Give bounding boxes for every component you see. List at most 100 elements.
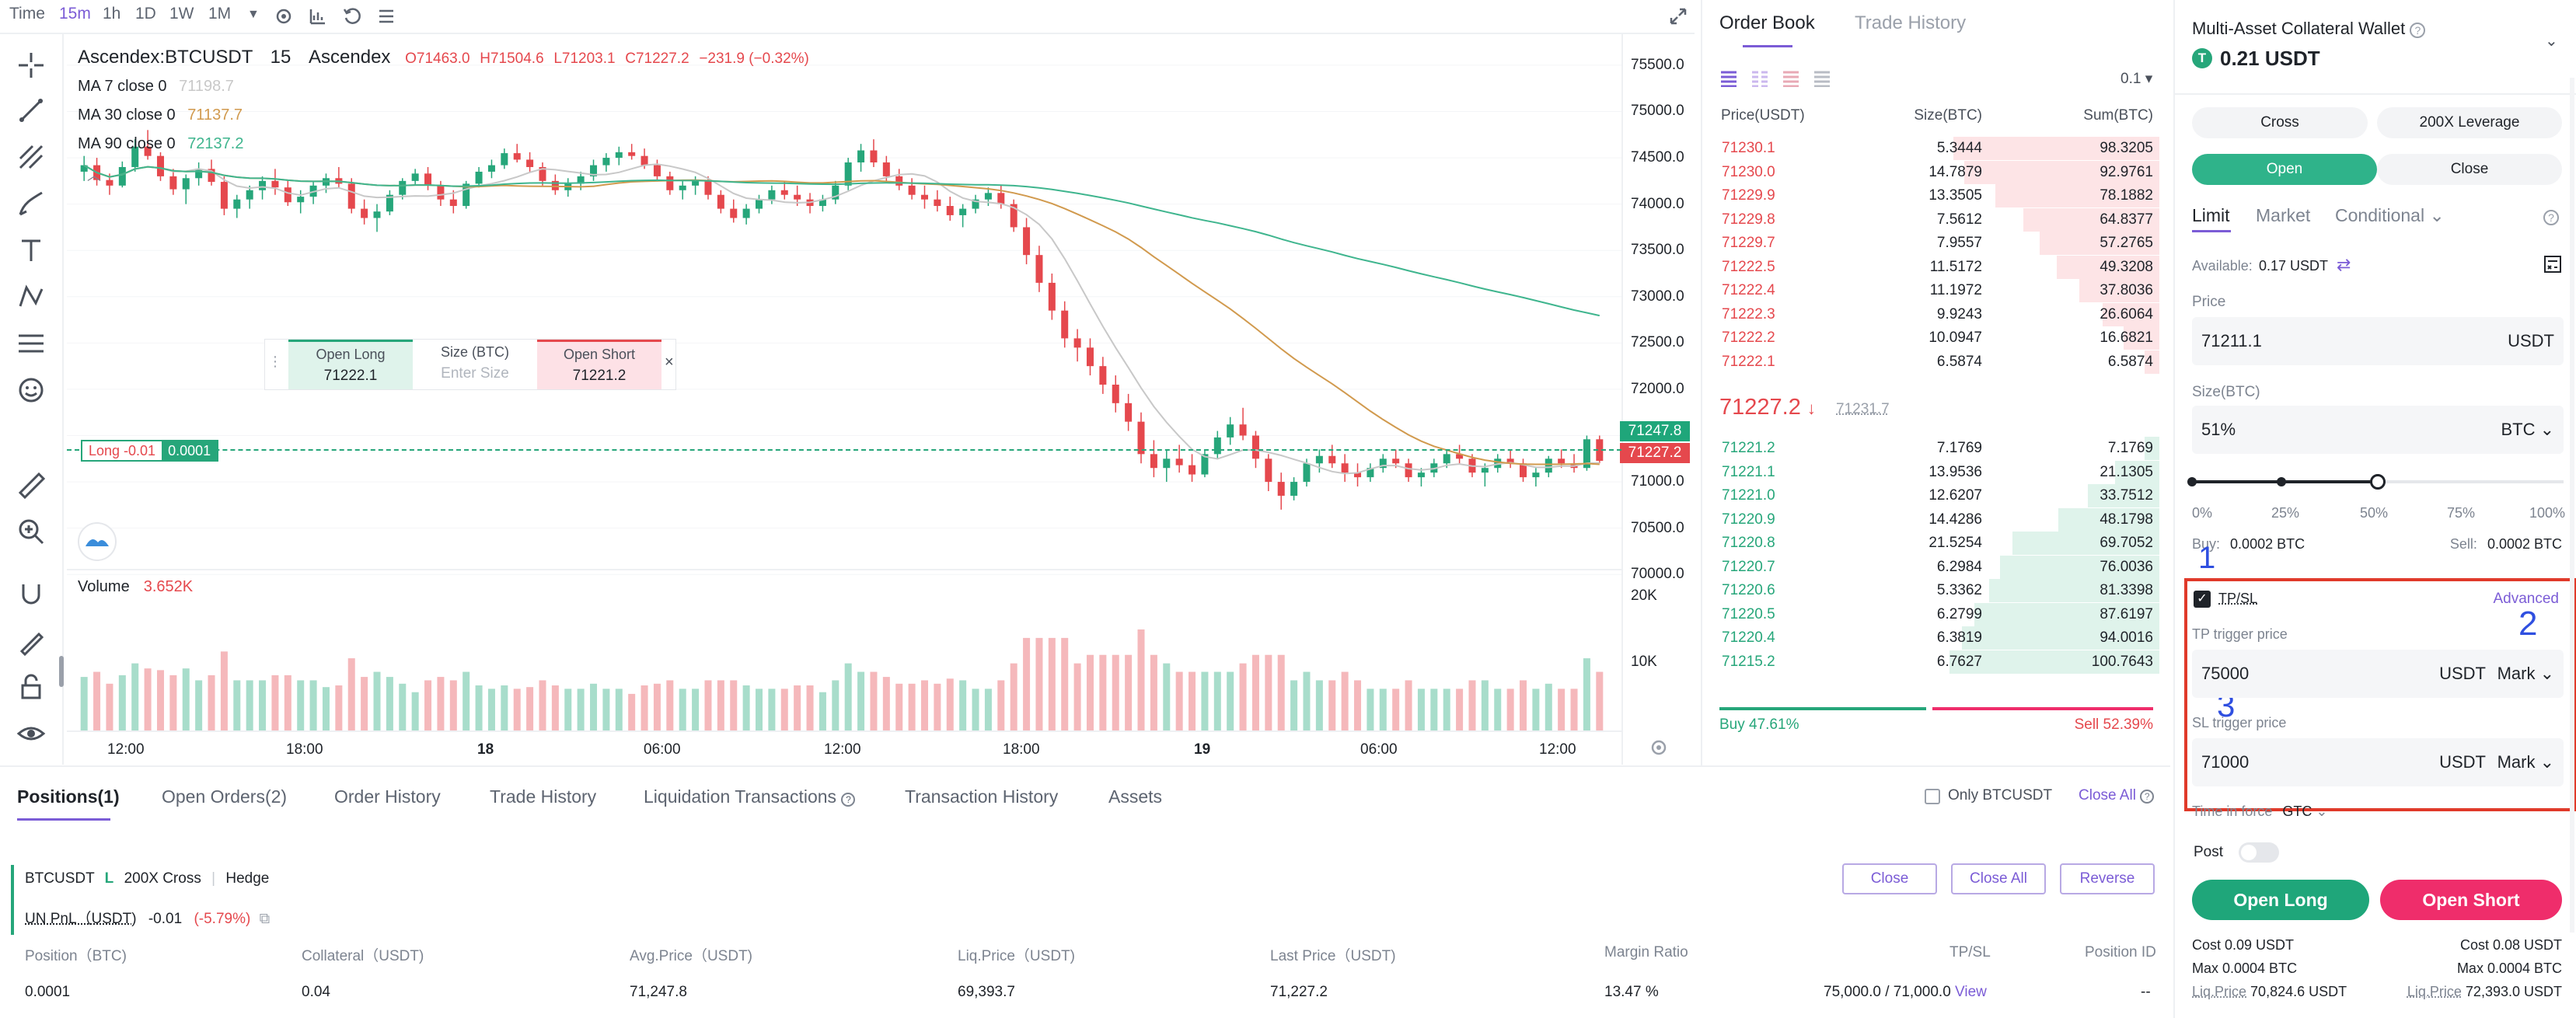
ask-row[interactable]: 71222.5 11.5172 49.3208 [1702,255,2169,279]
quick-open-short-button[interactable]: Open Short 71221.2 [537,340,661,389]
mark-price[interactable]: 71231.7 [1836,401,1890,417]
magnet-icon[interactable] [16,578,47,609]
position-tag[interactable]: Long -0.01 0.0001 [81,440,219,462]
ask-row[interactable]: 71222.3 9.9243 26.6064 [1702,302,2169,326]
tab-assets[interactable]: Assets [1108,786,1163,807]
bid-row[interactable]: 71220.9 14.4286 48.1798 [1702,507,2169,532]
ask-row[interactable]: 71230.0 14.7879 92.9761 [1702,160,2169,184]
ruler-icon[interactable] [16,469,47,500]
chart-settings-icon[interactable] [1648,737,1670,758]
trade-panel-scrollbar[interactable] [2570,78,2574,933]
bid-row[interactable]: 71220.7 6.2984 76.0036 [1702,555,2169,579]
ask-row[interactable]: 71222.2 10.0947 16.6821 [1702,326,2169,350]
open-short-button[interactable]: Open Short [2380,880,2562,920]
time-axis[interactable]: 12:00 18:00 18 06:00 12:00 18:00 19 06:0… [67,730,1621,765]
interval-15m[interactable]: 15m [59,5,91,23]
settings-icon[interactable] [274,6,294,26]
order-type-conditional[interactable]: Conditional ⌄ [2335,205,2445,225]
close-tab-button[interactable]: Close [2377,154,2562,185]
quick-size-field[interactable]: Size (BTC) Enter Size [440,344,509,382]
indicators-icon[interactable] [308,6,328,26]
interval-1w[interactable]: 1W [169,5,194,23]
size-input[interactable]: 51% BTC ⌄ [2192,406,2564,454]
trendline-icon[interactable] [16,95,47,126]
tab-order-book[interactable]: Order Book [1719,12,1815,33]
tif-select[interactable]: Time in force GTC ⌄ [2192,804,2328,819]
slider-dot-0[interactable] [2187,477,2197,486]
price-input[interactable]: 71211.1 USDT [2192,317,2564,365]
book-bids-icon[interactable] [1750,70,1769,87]
tab-liquidation[interactable]: Liquidation Transactions ? [644,786,856,807]
order-type-limit[interactable]: Limit [2192,205,2230,225]
tab-trade-history[interactable]: Trade History [1855,12,1967,33]
pitchfork-icon[interactable] [16,141,47,173]
ask-row[interactable]: 71222.4 11.1972 37.8036 [1702,279,2169,302]
bid-row[interactable]: 71221.0 12.6207 33.7512 [1702,484,2169,507]
tab-positions[interactable]: Positions(1) [17,786,120,807]
size-unit-select[interactable]: BTC ⌄ [2501,420,2554,439]
tab-open-orders[interactable]: Open Orders(2) [162,786,288,807]
position-close-button[interactable]: Close [1842,863,1937,894]
ask-row[interactable]: 71230.1 5.3444 98.3205 [1702,137,2169,160]
order-type-market[interactable]: Market [2256,205,2311,225]
pattern-icon[interactable] [16,281,47,312]
tpsl-view-link[interactable]: View [1955,984,1987,1000]
legend-collapse-icon[interactable]: ︿ [87,168,101,183]
share-icon[interactable]: ⧉ [259,911,271,927]
lock-draw-icon[interactable] [16,625,47,656]
quick-open-long-button[interactable]: Open Long 71222.1 [288,340,413,389]
tab-trade-history-bottom[interactable]: Trade History [490,786,597,807]
tab-transaction-history[interactable]: Transaction History [905,786,1059,807]
ask-row[interactable]: 71229.7 7.9557 57.2765 [1702,232,2169,255]
layout-icon[interactable] [376,6,396,26]
wallet-expand-icon[interactable]: ⌄ [2545,33,2558,50]
close-all-link[interactable]: Close All ? [2079,787,2155,804]
position-close-all-button[interactable]: Close All [1951,863,2046,894]
post-toggle[interactable] [2239,842,2279,863]
advanced-link[interactable]: Advanced [2493,591,2559,607]
liquidation-info-icon[interactable]: ? [841,793,856,807]
fib-icon[interactable] [16,328,47,359]
bid-row[interactable]: 71220.4 6.3819 94.0016 [1702,626,2169,650]
toolbar-scrollbar[interactable] [59,656,64,687]
sl-input[interactable]: 71000 USDT Mark ⌄ [2192,738,2564,786]
precision-select[interactable]: 0.1 ▾ [2120,71,2153,87]
crosshair-icon[interactable] [16,50,47,81]
eye-icon[interactable] [16,718,47,749]
bid-row[interactable]: 71221.1 13.9536 21.1305 [1702,460,2169,484]
text-icon[interactable] [16,235,47,266]
calculator-icon[interactable] [2543,255,2562,274]
price-chart[interactable]: Ascendex:BTCUSDT 15 Ascendex O71463.0 H7… [0,34,1695,765]
wallet-info-icon[interactable]: ? [2410,23,2426,38]
ask-row[interactable]: 71222.1 6.5874 6.5874 [1702,350,2169,374]
leverage-button[interactable]: 200X Leverage [2377,107,2562,138]
bid-row[interactable]: 71221.2 7.1769 7.1769 [1702,437,2169,460]
tp-type-select[interactable]: Mark ⌄ [2497,664,2554,683]
position-reverse-button[interactable]: Reverse [2060,863,2155,894]
bid-row[interactable]: 71220.6 5.3362 81.3398 [1702,579,2169,602]
ask-row[interactable]: 71229.9 13.3505 78.1882 [1702,184,2169,207]
bid-row[interactable]: 71215.2 6.7627 100.7643 [1702,650,2169,674]
tp-input[interactable]: 75000 USDT Mark ⌄ [2192,650,2564,698]
interval-1m[interactable]: 1M [208,5,232,23]
chart-canvas[interactable] [67,34,1695,765]
slider-dot-25[interactable] [2277,477,2286,486]
ask-row[interactable]: 71229.8 7.5612 64.8377 [1702,207,2169,232]
bid-row[interactable]: 71220.5 6.2799 87.6197 [1702,602,2169,626]
order-type-info-icon[interactable]: ? [2543,210,2559,225]
quick-trade-close-icon[interactable]: × [665,354,674,371]
only-symbol-checkbox[interactable] [1925,789,1940,804]
fullscreen-icon[interactable] [1668,6,1688,26]
interval-1d[interactable]: 1D [135,5,156,23]
brush-icon[interactable] [16,188,47,219]
open-long-button[interactable]: Open Long [2192,880,2369,920]
interval-dropdown-icon[interactable]: ▼ [247,8,260,21]
replay-icon[interactable] [342,6,362,26]
margin-mode-button[interactable]: Cross [2192,107,2368,138]
emoji-icon[interactable] [16,375,47,406]
lock-icon[interactable] [16,671,47,702]
book-asks-icon[interactable] [1782,70,1800,87]
sl-type-select[interactable]: Mark ⌄ [2497,752,2554,772]
open-tab-button[interactable]: Open [2192,154,2377,185]
book-list-icon[interactable] [1813,70,1831,87]
